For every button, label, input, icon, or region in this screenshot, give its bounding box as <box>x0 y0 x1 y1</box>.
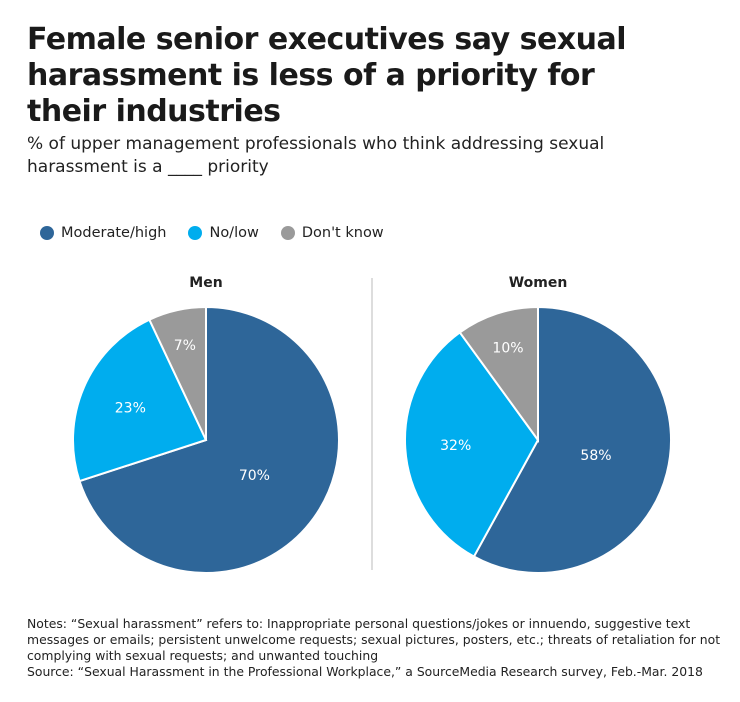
chart-subtitle: % of upper management professionals who … <box>27 134 605 177</box>
data-label: 7% <box>174 338 196 354</box>
pie-title: Men <box>189 275 222 291</box>
legend-item-dont-know: Don't know <box>280 225 384 241</box>
legend-swatch <box>280 226 295 240</box>
data-label: 10% <box>492 341 523 357</box>
legend-swatch <box>188 226 203 240</box>
pie-slice-don-t-know <box>148 305 207 441</box>
legend-label: Don't know <box>301 225 384 241</box>
legend-label: Moderate/high <box>61 225 167 241</box>
pie-slice-no-low <box>72 318 208 483</box>
data-label: 70% <box>239 468 270 484</box>
source-text: Source: “Sexual Harassment in the Profes… <box>27 664 703 679</box>
pie-title: Women <box>509 275 568 291</box>
data-label: 23% <box>115 400 146 416</box>
notes-text: Notes: “Sexual harassment” refers to: In… <box>27 616 721 663</box>
legend-item-no-low: No/low <box>188 225 259 241</box>
legend-swatch <box>40 226 54 240</box>
data-label: 32% <box>440 438 471 454</box>
pie-slice-don-t-know <box>458 305 539 444</box>
legend-label: No/low <box>209 225 259 241</box>
pie-slice-moderate-high <box>78 305 340 574</box>
notes: Notes: “Sexual harassment” refers to: In… <box>27 616 727 680</box>
pie-slice-moderate-high <box>472 305 672 574</box>
legend-item-moderate-high: Moderate/high <box>40 225 166 241</box>
data-label: 58% <box>580 448 611 464</box>
chart-title: Female senior executives say sexual hara… <box>27 22 627 129</box>
legend: Moderate/high No/low Don't know <box>40 225 384 241</box>
pie-slice-no-low <box>404 331 540 558</box>
